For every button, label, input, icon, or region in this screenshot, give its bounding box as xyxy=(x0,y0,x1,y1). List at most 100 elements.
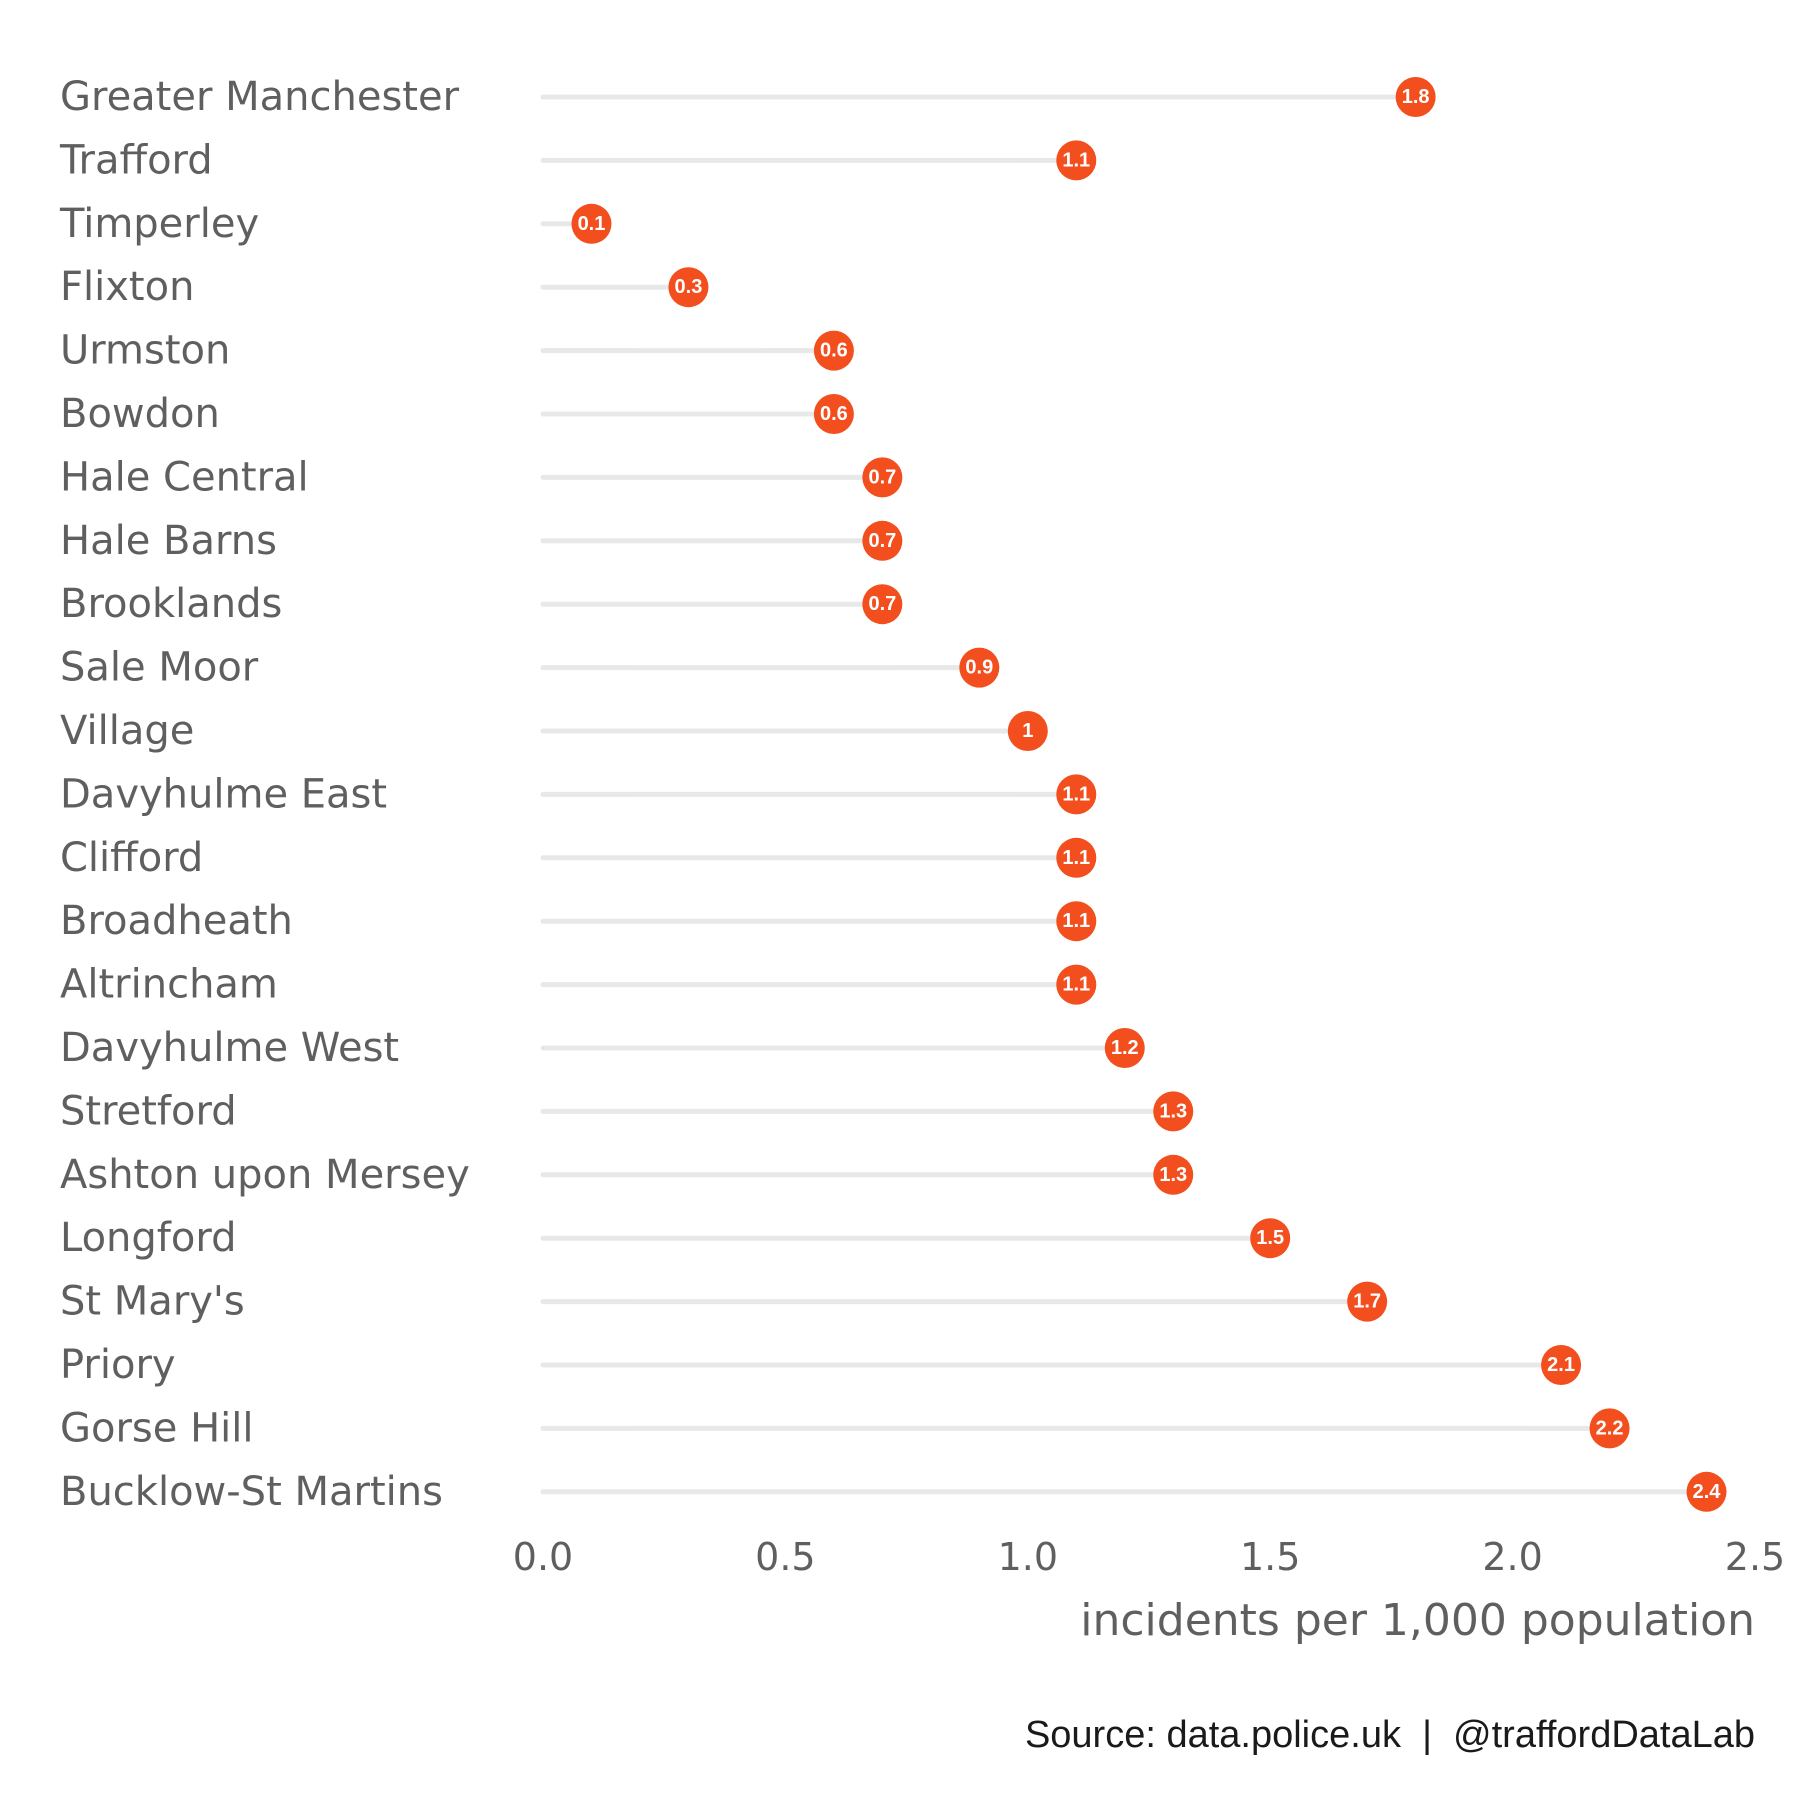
value-label: 1.5 xyxy=(1256,1227,1284,1249)
category-label: Sale Moor xyxy=(60,645,259,691)
category-label: Ashton upon Mersey xyxy=(60,1152,470,1198)
chart-row: Hale Barns 0.7 xyxy=(60,518,903,564)
lollipop-point xyxy=(1056,901,1097,942)
value-label: 0.1 xyxy=(578,213,606,235)
category-label: Longford xyxy=(60,1215,236,1261)
value-label: 2.4 xyxy=(1693,1481,1722,1503)
chart-row: Davyhulme West 1.2 xyxy=(60,1025,1145,1071)
category-label: Davyhulme East xyxy=(60,771,387,817)
chart-row: Bowdon 0.6 xyxy=(60,391,854,437)
lollipop-point xyxy=(1104,1028,1145,1068)
lollipop-point xyxy=(1541,1345,1582,1385)
value-label: 1.1 xyxy=(1062,149,1090,171)
chart-row: Gorse Hill 2.2 xyxy=(60,1405,1630,1451)
chart-row: Urmston 0.6 xyxy=(60,328,854,374)
chart-row: Broadheath 1.1 xyxy=(60,898,1097,944)
value-label: 1 xyxy=(1022,720,1033,742)
category-label: Trafford xyxy=(59,137,213,183)
chart-row: Clifford 1.1 xyxy=(60,835,1097,881)
chart-row: Trafford 1.1 xyxy=(59,137,1097,183)
lollipop-point xyxy=(1395,77,1436,117)
lollipop-point xyxy=(1347,1281,1388,1322)
value-label: 1.1 xyxy=(1062,974,1090,996)
lollipop-point xyxy=(813,394,854,434)
value-label: 0.7 xyxy=(868,530,896,552)
chart-rows: Greater Manchester 1.8 Trafford 1.1 Timperle… xyxy=(59,74,1727,1515)
value-label: 0.3 xyxy=(675,276,703,298)
chart-row: Altrincham 1.1 xyxy=(60,962,1097,1008)
value-label: 1.3 xyxy=(1159,1100,1187,1122)
x-tick-label: 0.5 xyxy=(755,1535,815,1579)
lollipop-point xyxy=(862,457,903,498)
category-label: Flixton xyxy=(60,264,194,310)
category-label: Bowdon xyxy=(60,391,220,437)
chart-row: Sale Moor 0.9 xyxy=(60,645,1000,691)
chart-row: Stretford 1.3 xyxy=(60,1088,1194,1134)
value-label: 2.2 xyxy=(1596,1417,1624,1439)
x-axis-ticks: 0.0 0.5 1.0 1.5 2.0 2.5 xyxy=(513,1535,1785,1579)
lollipop-point xyxy=(1056,774,1097,815)
x-tick-label: 1.5 xyxy=(1240,1535,1300,1579)
lollipop-point xyxy=(1056,837,1097,878)
chart-row: St Mary's 1.7 xyxy=(60,1279,1388,1325)
x-tick-label: 0.0 xyxy=(513,1535,573,1579)
category-label: Greater Manchester xyxy=(60,74,460,120)
category-label: Broadheath xyxy=(60,898,293,944)
lollipop-point xyxy=(813,330,854,371)
lollipop-point xyxy=(1153,1091,1194,1132)
lollipop-point xyxy=(1153,1154,1194,1195)
value-label: 1.1 xyxy=(1062,910,1090,932)
lollipop-point xyxy=(1686,1471,1727,1512)
value-label: 1.1 xyxy=(1062,783,1090,805)
value-label: 0.9 xyxy=(965,657,993,679)
category-label: Bucklow-St Martins xyxy=(60,1469,443,1515)
category-label: Timperley xyxy=(59,201,259,247)
value-label: 1.8 xyxy=(1402,86,1430,108)
category-label: Brooklands xyxy=(60,581,282,627)
category-label: Urmston xyxy=(60,328,230,374)
chart-row: Hale Central 0.7 xyxy=(60,454,903,500)
x-tick-label: 1.0 xyxy=(998,1535,1058,1579)
chart-row: Village 1 xyxy=(60,708,1048,754)
lollipop-point xyxy=(668,267,709,308)
lollipop-point xyxy=(1589,1408,1630,1449)
lollipop-point xyxy=(571,203,612,244)
category-label: Gorse Hill xyxy=(60,1405,254,1451)
chart-row: Priory 2.1 xyxy=(60,1342,1582,1388)
category-label: Priory xyxy=(60,1342,176,1388)
chart-row: Bucklow-St Martins 2.4 xyxy=(60,1469,1727,1515)
value-label: 0.6 xyxy=(820,340,848,362)
x-axis-title: incidents per 1,000 population xyxy=(1080,1595,1755,1646)
value-label: 1.2 xyxy=(1111,1037,1139,1059)
chart-row: Davyhulme East 1.1 xyxy=(60,771,1097,817)
lollipop-point xyxy=(1250,1218,1291,1259)
chart-row: Greater Manchester 1.8 xyxy=(60,74,1436,120)
value-label: 0.7 xyxy=(868,466,896,488)
category-label: Hale Barns xyxy=(60,518,277,564)
value-label: 0.7 xyxy=(868,593,896,615)
category-label: Clifford xyxy=(60,835,203,881)
category-label: Altrincham xyxy=(60,962,278,1008)
chart-row: Timperley 0.1 xyxy=(59,201,612,247)
chart-row: Longford 1.5 xyxy=(60,1215,1291,1261)
lollipop-point xyxy=(1056,964,1097,1005)
value-label: 2.1 xyxy=(1547,1354,1575,1376)
category-label: Stretford xyxy=(60,1088,237,1134)
value-label: 0.6 xyxy=(820,403,848,425)
lollipop-point xyxy=(1056,140,1097,181)
source-caption: Source: data.police.uk | @traffordDataLa… xyxy=(1025,1714,1755,1756)
chart-row: Ashton upon Mersey 1.3 xyxy=(60,1152,1194,1198)
lollipop-point xyxy=(959,647,1000,688)
category-label: Davyhulme West xyxy=(60,1025,399,1071)
category-label: St Mary's xyxy=(60,1279,245,1325)
category-label: Village xyxy=(60,708,194,754)
category-label: Hale Central xyxy=(60,454,309,500)
value-label: 1.1 xyxy=(1062,847,1090,869)
value-label: 1.7 xyxy=(1353,1291,1381,1313)
chart-row: Flixton 0.3 xyxy=(60,264,709,310)
value-label: 1.3 xyxy=(1159,1164,1187,1186)
lollipop-point xyxy=(862,584,903,625)
x-tick-label: 2.0 xyxy=(1482,1535,1542,1579)
